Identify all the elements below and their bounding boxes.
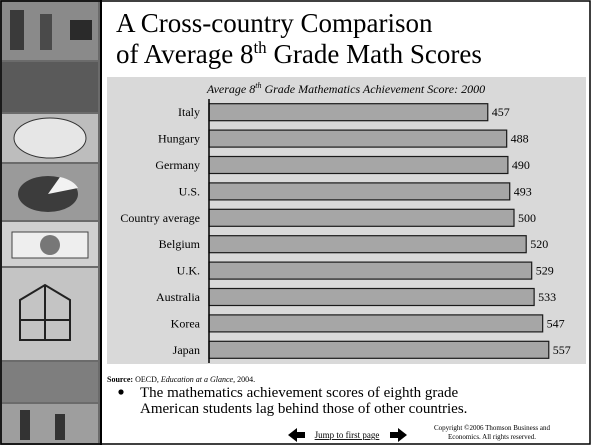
title-superscript: th	[253, 38, 267, 57]
value-label: 547	[547, 316, 565, 330]
category-label: Australia	[156, 290, 201, 304]
bar	[208, 235, 527, 254]
category-label: Germany	[155, 158, 200, 172]
collage-figure	[20, 410, 30, 440]
collage-figure	[40, 14, 52, 50]
plot: Italy 457 Hungary 488 Germany 490 U.S. 493 Count…	[120, 99, 571, 363]
chart-title-part: Grade Mathematics Achievement Score: 200…	[261, 82, 485, 96]
bullet-line: The mathematics achievement scores of ei…	[140, 385, 459, 401]
category-label: U.S.	[179, 184, 200, 198]
bar	[208, 182, 511, 201]
collage-tile	[2, 62, 98, 112]
chart-title-part: Average 8	[206, 82, 255, 96]
prev-arrow[interactable]	[288, 428, 305, 442]
jump-link[interactable]: Jump to first page	[315, 430, 380, 440]
image-strip	[0, 0, 100, 445]
category-label: Korea	[171, 316, 201, 330]
source-text: OECD,	[133, 375, 161, 384]
bullet-line: American students lag behind those of ot…	[140, 401, 467, 417]
category-label: Country average	[120, 211, 200, 225]
source-work: Education at a Glance	[160, 375, 234, 384]
value-label: 490	[512, 158, 530, 172]
chart-title: Average 8th Grade Mathematics Achievemen…	[206, 81, 485, 96]
bar	[208, 129, 508, 148]
collage-figure	[55, 414, 65, 440]
category-label: Hungary	[158, 132, 200, 146]
category-label: U.K.	[177, 264, 200, 278]
value-label: 533	[538, 290, 556, 304]
title-part: of Average 8	[116, 39, 253, 69]
copyright: Copyright ©2006 Thomson Business and	[434, 424, 551, 432]
collage-tile	[2, 404, 98, 443]
building-sketch	[19, 283, 71, 341]
source-note: Source: OECD, Education at a Glance, 200…	[107, 375, 255, 384]
collage-tile	[2, 362, 98, 402]
title-part: Grade Math Scores	[267, 39, 482, 69]
collage-figure	[70, 20, 92, 40]
bar	[208, 103, 489, 122]
collage-tile	[2, 268, 98, 360]
value-label: 557	[553, 343, 571, 357]
pie-slice-icon	[48, 177, 78, 194]
category-label: Belgium	[159, 237, 201, 251]
category-label: Italy	[178, 105, 200, 119]
category-label: Japan	[173, 343, 200, 357]
value-label: 520	[530, 237, 548, 251]
copyright: Economics. All rights reserved.	[448, 433, 536, 441]
bar	[208, 261, 533, 280]
value-label: 457	[492, 105, 510, 119]
bar	[208, 155, 509, 175]
source-label: Source:	[107, 375, 133, 384]
next-arrow[interactable]	[390, 428, 407, 442]
slide-title: of Average 8th Grade Math Scores	[116, 38, 482, 69]
bar	[208, 340, 550, 359]
bar	[208, 287, 535, 307]
bullet-dot	[118, 389, 124, 395]
value-label: 500	[518, 211, 536, 225]
slide-title: A Cross-country Comparison	[116, 8, 433, 38]
banknote-portrait	[40, 235, 60, 255]
value-label: 529	[536, 264, 554, 278]
value-label: 488	[511, 132, 529, 146]
source-text: , 2004.	[233, 375, 255, 384]
globe	[13, 117, 87, 159]
bar	[208, 208, 515, 227]
collage-figure	[10, 10, 24, 50]
value-label: 493	[514, 184, 532, 198]
bar	[208, 314, 544, 333]
chart-title-superscript: th	[255, 81, 261, 90]
